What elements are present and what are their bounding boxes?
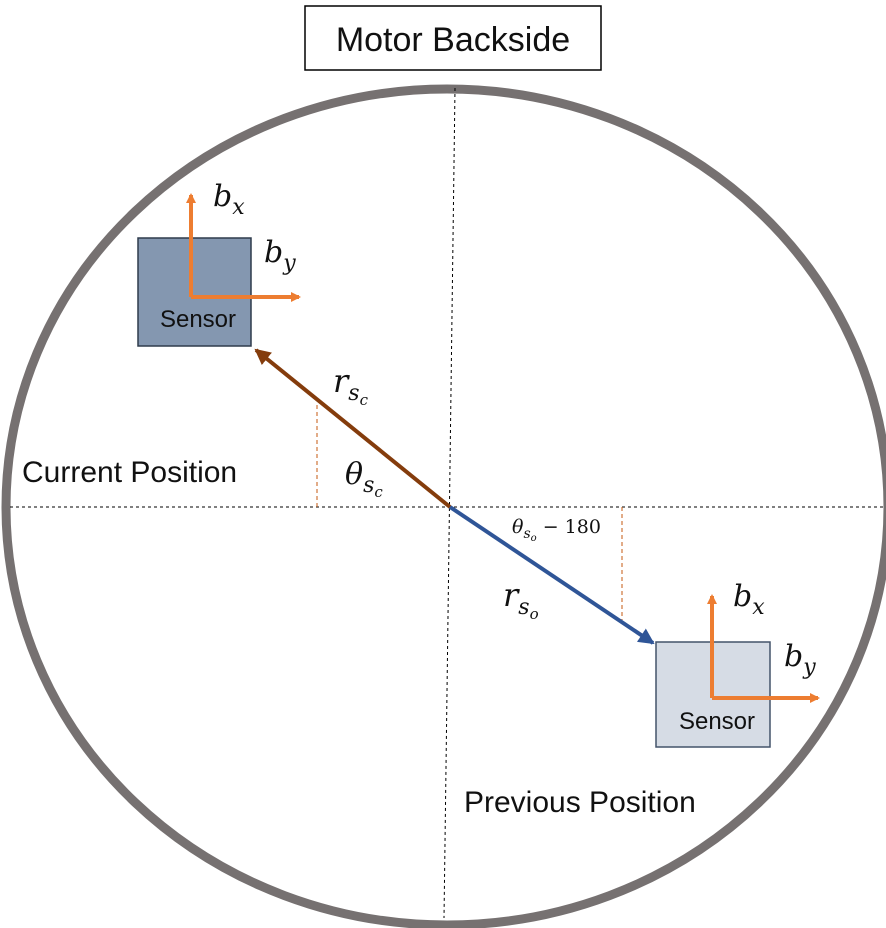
current-angle-label: θsc (345, 457, 383, 501)
current-sensor-box (137, 237, 252, 347)
title-box: Motor Backside (304, 5, 602, 71)
current-by-label: by (264, 235, 296, 276)
previous-sensor-label: Sensor (679, 708, 755, 735)
motor-ring (1, 84, 886, 928)
current-sensor-label: Sensor (160, 306, 236, 333)
previous-bx-label: bx (733, 579, 765, 620)
current-bx-label: bx (213, 179, 245, 220)
vertical-crosshair (443, 87, 456, 919)
previous-by-label: by (784, 639, 816, 680)
current-position-label: Current Position (22, 456, 237, 489)
previous-position-vector (448, 505, 655, 645)
previous-angle-label: θso − 180 (512, 516, 601, 544)
current-vector-label: rsc (333, 362, 369, 409)
previous-sensor: Sensor (655, 594, 820, 748)
current-position-vector (254, 348, 452, 509)
previous-position-label: Previous Position (464, 786, 696, 819)
previous-vector-label: rso (503, 576, 539, 623)
current-sensor: Sensor (137, 193, 301, 347)
title-text: Motor Backside (336, 21, 570, 59)
